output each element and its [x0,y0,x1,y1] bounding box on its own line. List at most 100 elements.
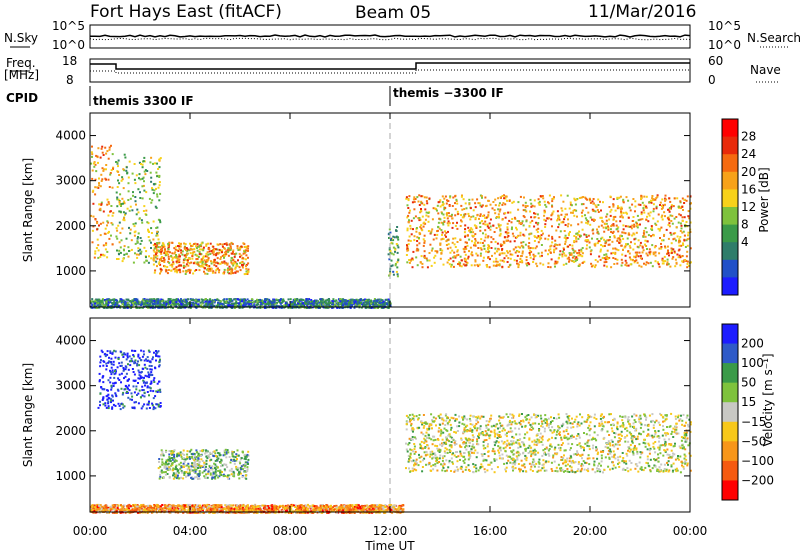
data-point [556,219,559,222]
data-point [576,215,578,218]
data-point [130,248,133,251]
data-point [152,390,155,393]
data-point [244,470,247,473]
data-point [634,256,637,259]
data-point [608,256,611,259]
data-point [573,255,576,258]
data-point [218,269,221,272]
data-point [101,178,104,181]
data-point [136,208,139,211]
data-point [178,300,181,303]
data-point [436,209,438,212]
data-point [122,367,125,369]
data-point [346,303,348,306]
data-point [128,378,130,381]
data-point [627,199,630,202]
data-point [206,476,209,479]
data-point [198,253,201,255]
data-point [627,216,630,219]
data-point [96,222,99,225]
data-point [664,203,666,206]
data-point [235,264,238,267]
data-point [590,265,593,268]
data-point [101,298,104,301]
data-point [388,232,391,235]
data-point [530,250,533,253]
data-point [120,179,123,182]
data-point [415,256,418,259]
data-point [132,304,135,306]
data-point [533,255,536,258]
data-point [150,380,153,383]
data-point [605,265,608,268]
data-point [425,257,428,260]
data-point [608,218,611,221]
data-point [563,252,566,255]
data-point [196,478,199,480]
data-point [95,154,98,157]
data-point [383,301,386,304]
data-point [174,248,177,251]
data-point [96,155,99,158]
nave-tick-top: 60 [708,54,723,68]
data-point [96,307,99,309]
data-point [322,303,325,306]
data-point [141,221,144,224]
data-point [152,244,155,247]
data-point [434,207,437,210]
data-point [102,169,105,172]
data-point [648,248,651,251]
data-point [365,303,368,306]
data-point [102,254,105,257]
data-point [492,201,495,203]
data-point [614,257,617,260]
data-point [392,235,395,238]
data-point [238,266,241,269]
data-point [146,221,149,224]
data-point [628,225,631,228]
data-point [600,216,603,219]
data-point [436,229,439,232]
colorbar-tick-label: 12 [741,200,756,214]
data-point [186,252,189,255]
data-point [147,228,149,231]
data-point [633,255,636,258]
data-point [479,215,482,217]
data-point [94,302,97,305]
data-point [153,299,156,302]
data-point [660,226,663,229]
data-point [496,242,499,245]
data-point [407,199,410,202]
data-point [584,196,587,199]
data-point [675,226,678,229]
data-point [522,241,525,244]
data-point [109,210,112,213]
data-point [453,251,456,254]
data-point [117,179,119,182]
data-point [200,258,203,261]
data-point [102,210,105,213]
data-point [664,260,667,263]
data-point [134,196,137,198]
data-point [445,202,448,205]
data-point [444,234,447,237]
data-point [205,473,208,476]
data-point [225,463,228,466]
data-point [116,304,119,307]
data-point [223,300,226,303]
data-point [105,368,108,371]
data-point [384,302,387,305]
data-point [611,240,614,243]
data-point [679,214,682,217]
data-point [562,200,565,203]
data-point [668,210,671,213]
data-point [464,258,467,261]
data-point [137,247,140,250]
data-point [100,359,102,362]
data-point [106,350,109,353]
data-point [168,450,171,452]
data-point [477,265,480,268]
data-point [158,389,161,392]
data-point [207,242,209,245]
data-point [252,300,255,303]
